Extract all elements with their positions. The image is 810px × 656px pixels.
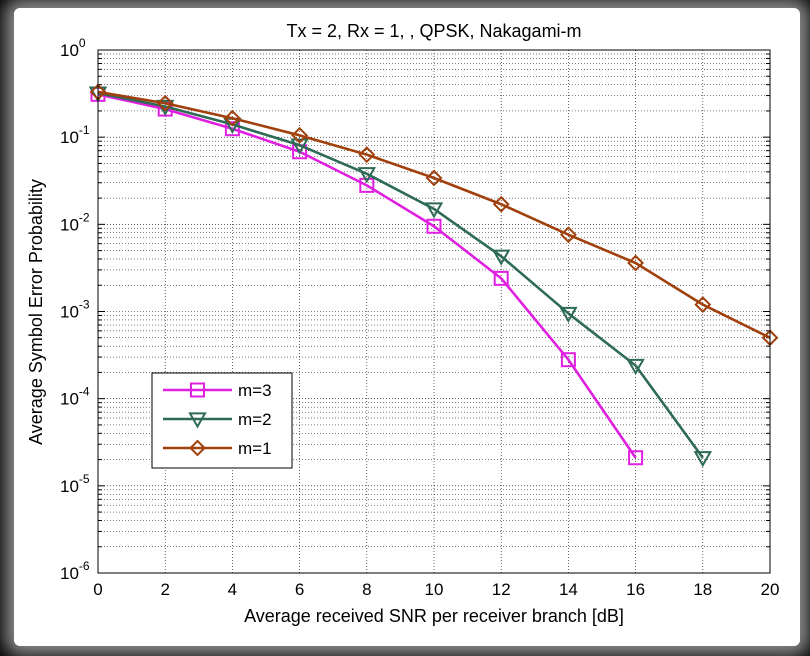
data-point-m=3 [628, 450, 644, 466]
data-point-m=1 [358, 146, 376, 164]
x-tick-label: 4 [228, 580, 237, 599]
x-tick-label: 20 [761, 580, 780, 599]
data-point-m=1 [223, 109, 241, 127]
legend-label: m=2 [238, 410, 272, 429]
data-point-m=3 [359, 177, 375, 193]
data-point-m=1 [627, 254, 645, 272]
x-tick-label: 12 [492, 580, 511, 599]
legend-marker [188, 412, 207, 429]
y-tick-label: 10-6 [60, 559, 90, 583]
data-point-m=3 [560, 352, 576, 368]
y-tick-label: 10-3 [60, 298, 90, 322]
x-tick-labels: 0 2 4 6 8 10 12 14 16 18 20 [93, 580, 779, 599]
data-point-m=2 [424, 202, 444, 219]
x-tick-label: 0 [93, 580, 102, 599]
x-tick-label: 6 [295, 580, 304, 599]
legend: m=3 m=2 m=1 [151, 372, 293, 469]
grid [97, 50, 771, 574]
y-axis-label: Average Symbol Error Probability [26, 179, 46, 445]
series-line-m=1 [97, 90, 771, 339]
x-axis-label: Average received SNR per receiver branch… [244, 606, 624, 626]
plot-frame [97, 49, 771, 574]
legend-label: m=3 [238, 381, 272, 400]
x-tick-label: 18 [693, 580, 712, 599]
legend-label: m=1 [238, 439, 272, 458]
legend-marker [189, 439, 206, 457]
y-tick-label: 10-2 [60, 210, 90, 234]
series-layer [88, 83, 779, 468]
data-point-m=2 [491, 249, 511, 266]
chart-title: Tx = 2, Rx = 1, , QPSK, Nakagami-m [286, 21, 581, 41]
data-point-m=2 [559, 306, 578, 323]
y-tick-label: 100 [60, 36, 86, 60]
y-tick-label: 10-5 [60, 472, 90, 496]
data-point-m=1 [694, 296, 712, 314]
series-line-m=3 [97, 93, 637, 459]
data-point-m=3 [224, 121, 240, 137]
x-tick-label: 10 [425, 580, 444, 599]
x-tick-label: 2 [160, 580, 169, 599]
data-point-m=1 [425, 169, 443, 187]
data-point-m=3 [493, 270, 509, 286]
data-point-m=1 [492, 195, 510, 213]
legend-marker [190, 382, 205, 398]
y-tick-labels: 100 10-1 10-2 10-3 10-4 10-5 10-6 [60, 36, 90, 583]
data-point-m=2 [290, 138, 309, 155]
x-tick-label: 14 [559, 580, 578, 599]
data-point-m=2 [693, 451, 713, 468]
data-point-m=1 [559, 226, 577, 244]
data-point-m=2 [357, 167, 377, 184]
x-tick-label: 8 [362, 580, 371, 599]
data-point-m=1 [156, 94, 174, 112]
series-line-m=2 [97, 91, 704, 459]
data-point-m=1 [291, 126, 309, 144]
y-tick-label: 10-4 [60, 385, 90, 409]
data-point-m=3 [426, 218, 442, 234]
x-tick-label: 16 [626, 580, 645, 599]
y-tick-label: 10-1 [60, 123, 90, 147]
data-point-m=2 [626, 358, 645, 376]
